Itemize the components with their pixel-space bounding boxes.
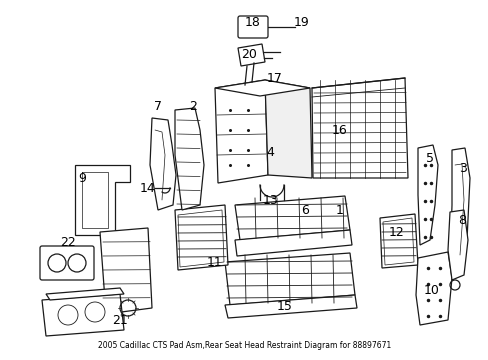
Text: 7: 7	[154, 100, 162, 113]
Polygon shape	[447, 210, 467, 280]
FancyBboxPatch shape	[40, 246, 94, 280]
Polygon shape	[215, 80, 309, 96]
Text: 16: 16	[331, 123, 347, 136]
Text: 15: 15	[277, 300, 292, 312]
Text: 8: 8	[457, 213, 465, 226]
Polygon shape	[100, 228, 152, 314]
Text: 14: 14	[140, 181, 156, 194]
Text: 10: 10	[423, 284, 439, 297]
Text: 18: 18	[244, 15, 261, 28]
Polygon shape	[417, 145, 437, 245]
Text: 1: 1	[335, 203, 343, 216]
Polygon shape	[235, 196, 349, 240]
Text: 17: 17	[266, 72, 283, 85]
Polygon shape	[42, 294, 124, 336]
Text: 3: 3	[458, 162, 466, 175]
Polygon shape	[175, 205, 227, 270]
Text: 21: 21	[112, 314, 128, 327]
Polygon shape	[175, 108, 203, 210]
Polygon shape	[238, 44, 264, 66]
Polygon shape	[224, 253, 354, 305]
Polygon shape	[46, 288, 124, 300]
Polygon shape	[415, 252, 451, 325]
Polygon shape	[75, 165, 130, 235]
Polygon shape	[449, 148, 469, 272]
Text: 22: 22	[60, 237, 76, 249]
Text: 2: 2	[189, 100, 197, 113]
Text: 9: 9	[78, 171, 86, 184]
Text: 2005 Cadillac CTS Pad Asm,Rear Seat Head Restraint Diagram for 88897671: 2005 Cadillac CTS Pad Asm,Rear Seat Head…	[98, 341, 390, 350]
Polygon shape	[215, 80, 267, 183]
Polygon shape	[150, 118, 176, 210]
Polygon shape	[379, 214, 417, 268]
Polygon shape	[224, 295, 356, 318]
Polygon shape	[311, 78, 407, 178]
FancyBboxPatch shape	[238, 16, 267, 38]
Text: 13: 13	[263, 194, 278, 207]
Polygon shape	[264, 80, 311, 178]
Polygon shape	[235, 230, 351, 256]
Text: 20: 20	[241, 49, 256, 62]
Text: 12: 12	[388, 226, 404, 239]
Text: 5: 5	[425, 152, 433, 165]
Text: 6: 6	[301, 203, 308, 216]
Text: 19: 19	[293, 15, 309, 28]
Text: 11: 11	[207, 256, 223, 269]
Text: 4: 4	[265, 145, 273, 158]
